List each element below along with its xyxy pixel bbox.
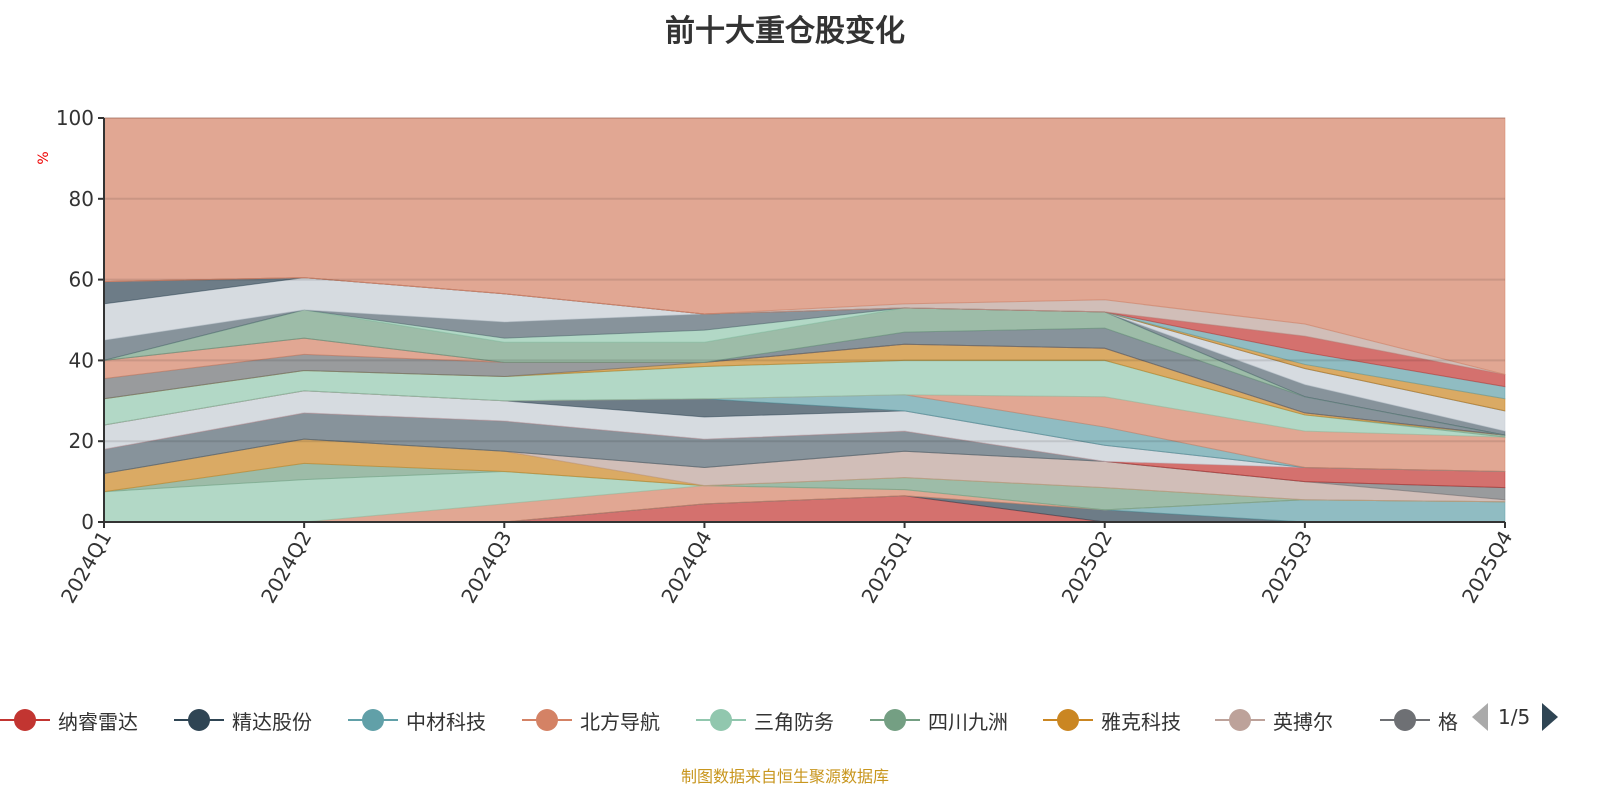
x-tick-label: 2024Q4 bbox=[656, 527, 716, 608]
legend-marker-icon bbox=[174, 707, 224, 733]
area-layers bbox=[103, 117, 1506, 523]
x-tick-label: 2024Q2 bbox=[256, 527, 316, 608]
legend-prev-page-icon[interactable] bbox=[1472, 703, 1488, 731]
legend-label: 中材科技 bbox=[406, 709, 486, 734]
legend-label: 雅克科技 bbox=[1101, 709, 1181, 734]
legend-label: 四川九洲 bbox=[928, 709, 1008, 734]
legend-label: 英搏尔 bbox=[1273, 709, 1333, 734]
legend-marker-icon bbox=[696, 707, 746, 733]
gridlines bbox=[104, 117, 1505, 443]
y-axis-label: % bbox=[36, 151, 52, 164]
legend-label: 三角防务 bbox=[754, 709, 834, 734]
legend-item-英搏尔[interactable]: 英搏尔 bbox=[1215, 705, 1333, 735]
legend-item-中材科技[interactable]: 中材科技 bbox=[348, 705, 486, 735]
legend-marker-icon bbox=[0, 707, 50, 733]
legend-item-格[interactable]: 格 bbox=[1380, 705, 1458, 735]
y-tick-label: 0 bbox=[81, 510, 94, 534]
legend-label: 格 bbox=[1438, 709, 1458, 734]
x-tick-label: 2025Q1 bbox=[856, 527, 916, 608]
legend-marker-icon bbox=[348, 707, 398, 733]
x-tick-label: 2025Q4 bbox=[1457, 527, 1517, 608]
legend-label: 北方导航 bbox=[580, 709, 660, 734]
legend-label: 纳睿雷达 bbox=[58, 709, 138, 734]
legend-pager: 1/5 bbox=[1472, 703, 1559, 731]
legend-item-纳睿雷达[interactable]: 纳睿雷达 bbox=[0, 705, 138, 735]
x-tick-label: 2024Q3 bbox=[456, 527, 516, 608]
legend-marker-icon bbox=[1380, 707, 1430, 733]
legend-item-北方导航[interactable]: 北方导航 bbox=[522, 705, 660, 735]
legend-label: 精达股份 bbox=[232, 709, 312, 734]
y-tick-label: 80 bbox=[69, 187, 94, 211]
chart-title: 前十大重仓股变化 bbox=[665, 14, 905, 49]
stacked-area-chart: 0 20 40 60 80 100 2024Q1 2024Q2 2024Q3 2024Q4 2025… bbox=[36, 106, 1517, 608]
y-tick-label: 40 bbox=[69, 348, 94, 372]
legend-item-四川九洲[interactable]: 四川九洲 bbox=[870, 705, 1008, 735]
legend-marker-icon bbox=[870, 707, 920, 733]
y-tick-label: 20 bbox=[69, 429, 94, 453]
x-tick-label: 2025Q2 bbox=[1057, 527, 1117, 608]
x-tick-label: 2025Q3 bbox=[1257, 527, 1317, 608]
legend-page-indicator: 1/5 bbox=[1498, 705, 1531, 729]
legend-marker-icon bbox=[522, 707, 572, 733]
legend-item-精达股份[interactable]: 精达股份 bbox=[174, 705, 312, 735]
x-tick-label: 2024Q1 bbox=[56, 527, 116, 608]
legend-next-page-icon[interactable] bbox=[1542, 703, 1559, 731]
area-series-layer-30 bbox=[103, 117, 1506, 376]
legend-marker-icon bbox=[1043, 707, 1093, 733]
y-tick-label: 60 bbox=[69, 268, 94, 292]
legend-item-雅克科技[interactable]: 雅克科技 bbox=[1043, 705, 1181, 735]
legend-item-三角防务[interactable]: 三角防务 bbox=[696, 705, 834, 735]
legend: 纳睿雷达 精达股份 中材科技 北方导航 三角防务 四川九洲 雅克科技 英搏尔 格 bbox=[0, 705, 1470, 735]
y-tick-label: 100 bbox=[56, 106, 94, 130]
data-source-note: 制图数据来自恒生聚源数据库 bbox=[680, 767, 889, 786]
legend-marker-icon bbox=[1215, 707, 1265, 733]
